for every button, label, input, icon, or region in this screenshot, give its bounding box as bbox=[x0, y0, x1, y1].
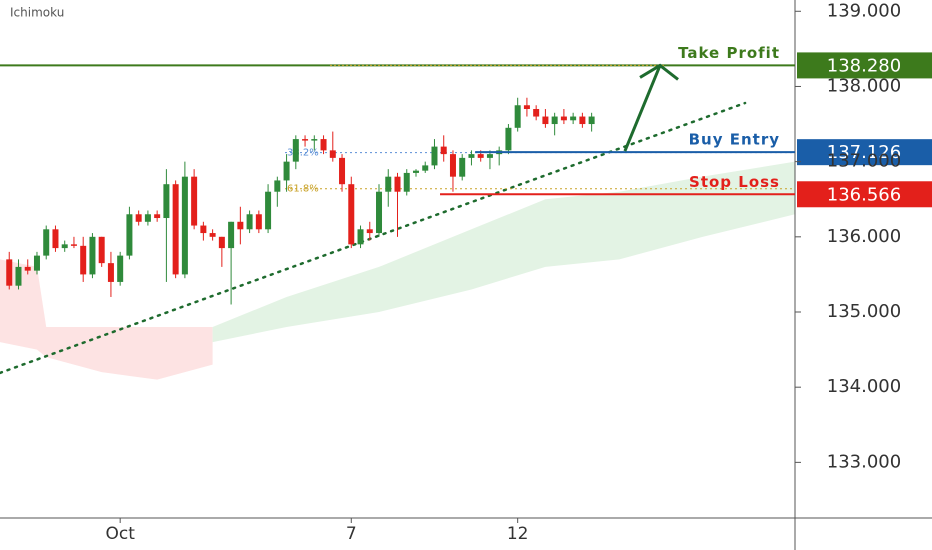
candle-body bbox=[255, 214, 262, 230]
price-box-label: 136.566 bbox=[827, 184, 901, 205]
y-tick-label: 139.000 bbox=[827, 0, 901, 21]
candle-body bbox=[283, 161, 290, 181]
candle-body bbox=[181, 176, 188, 275]
candle-body bbox=[348, 184, 355, 245]
fib-label: 61.8% bbox=[287, 184, 319, 195]
candle-body bbox=[98, 236, 105, 264]
candle-body bbox=[440, 146, 447, 155]
candle-body bbox=[339, 157, 346, 185]
y-tick-label: 134.000 bbox=[827, 376, 901, 397]
candle-body bbox=[117, 255, 124, 282]
candle-body bbox=[311, 139, 318, 141]
candle-body bbox=[15, 266, 22, 286]
candle-body bbox=[80, 245, 87, 275]
candle-body bbox=[449, 154, 456, 177]
candle-body bbox=[89, 236, 96, 275]
price-box-label: 137.126 bbox=[827, 142, 901, 163]
candle-body bbox=[144, 214, 151, 222]
x-tick-label: 12 bbox=[507, 524, 529, 544]
candle-body bbox=[357, 229, 364, 245]
candle-body bbox=[6, 259, 13, 286]
candle-body bbox=[385, 176, 392, 192]
candle-body bbox=[265, 191, 272, 230]
candle-body bbox=[579, 116, 586, 125]
ichimoku-cloud bbox=[212, 161, 795, 343]
candle-body bbox=[107, 263, 114, 282]
candle-body bbox=[228, 221, 235, 249]
candle-body bbox=[33, 255, 40, 271]
price-box bbox=[797, 139, 932, 166]
candle-body bbox=[560, 116, 567, 121]
x-tick-label: 7 bbox=[346, 524, 357, 544]
y-tick-label: 135.000 bbox=[827, 301, 901, 322]
candle-body bbox=[376, 191, 383, 234]
candle-body bbox=[52, 229, 59, 249]
candle-body bbox=[61, 244, 68, 249]
y-tick-label: 138.000 bbox=[827, 75, 901, 96]
y-tick-label: 133.000 bbox=[827, 451, 901, 472]
candle-body bbox=[542, 116, 549, 125]
candle-body bbox=[422, 165, 429, 171]
candle-body bbox=[412, 170, 419, 173]
candle-body bbox=[551, 116, 558, 125]
candle-body bbox=[523, 105, 530, 110]
candle-body bbox=[477, 154, 484, 158]
candle-body bbox=[43, 229, 50, 256]
x-tick-label: Oct bbox=[105, 524, 135, 544]
candle-body bbox=[246, 214, 253, 230]
level-name: Stop Loss bbox=[689, 173, 780, 191]
candle-body bbox=[154, 214, 161, 219]
price-box-label: 138.280 bbox=[827, 55, 901, 76]
candle-body bbox=[320, 139, 327, 151]
candle-body bbox=[126, 214, 133, 256]
candle-body bbox=[218, 236, 225, 249]
candle-body bbox=[486, 154, 493, 158]
candle-body bbox=[533, 109, 540, 117]
candle-body bbox=[237, 221, 244, 230]
candle-body bbox=[191, 176, 198, 226]
candle-body bbox=[431, 146, 438, 166]
y-tick-label: 137.000 bbox=[827, 151, 901, 172]
candle-body bbox=[135, 214, 142, 222]
candle-body bbox=[329, 150, 336, 158]
candle-body bbox=[514, 105, 521, 128]
level-name: Buy Entry bbox=[689, 131, 780, 149]
candle-body bbox=[366, 229, 373, 234]
y-tick-label: 136.000 bbox=[827, 226, 901, 247]
candle-body bbox=[24, 266, 31, 271]
candle-body bbox=[505, 127, 512, 151]
price-box bbox=[797, 181, 932, 208]
ichimoku-cloud bbox=[0, 259, 213, 380]
candle-body bbox=[163, 184, 170, 219]
target-arrow bbox=[623, 63, 679, 152]
candle-body bbox=[588, 116, 595, 125]
candle-body bbox=[292, 139, 299, 162]
candle-body bbox=[70, 244, 77, 246]
candle-body bbox=[274, 180, 281, 192]
level-name: Take Profit bbox=[678, 44, 780, 62]
candle-body bbox=[394, 176, 401, 192]
candle-body bbox=[200, 225, 207, 234]
candle-body bbox=[172, 184, 179, 275]
candle-body bbox=[302, 139, 309, 141]
candle-body bbox=[459, 157, 466, 177]
price-box bbox=[797, 52, 932, 79]
candle-body bbox=[209, 233, 216, 237]
candle-body bbox=[468, 154, 475, 158]
candle-body bbox=[570, 116, 577, 121]
indicator-title: Ichimoku bbox=[10, 6, 64, 20]
candle-body bbox=[403, 172, 410, 192]
fib-label: 38.2% bbox=[287, 148, 319, 159]
